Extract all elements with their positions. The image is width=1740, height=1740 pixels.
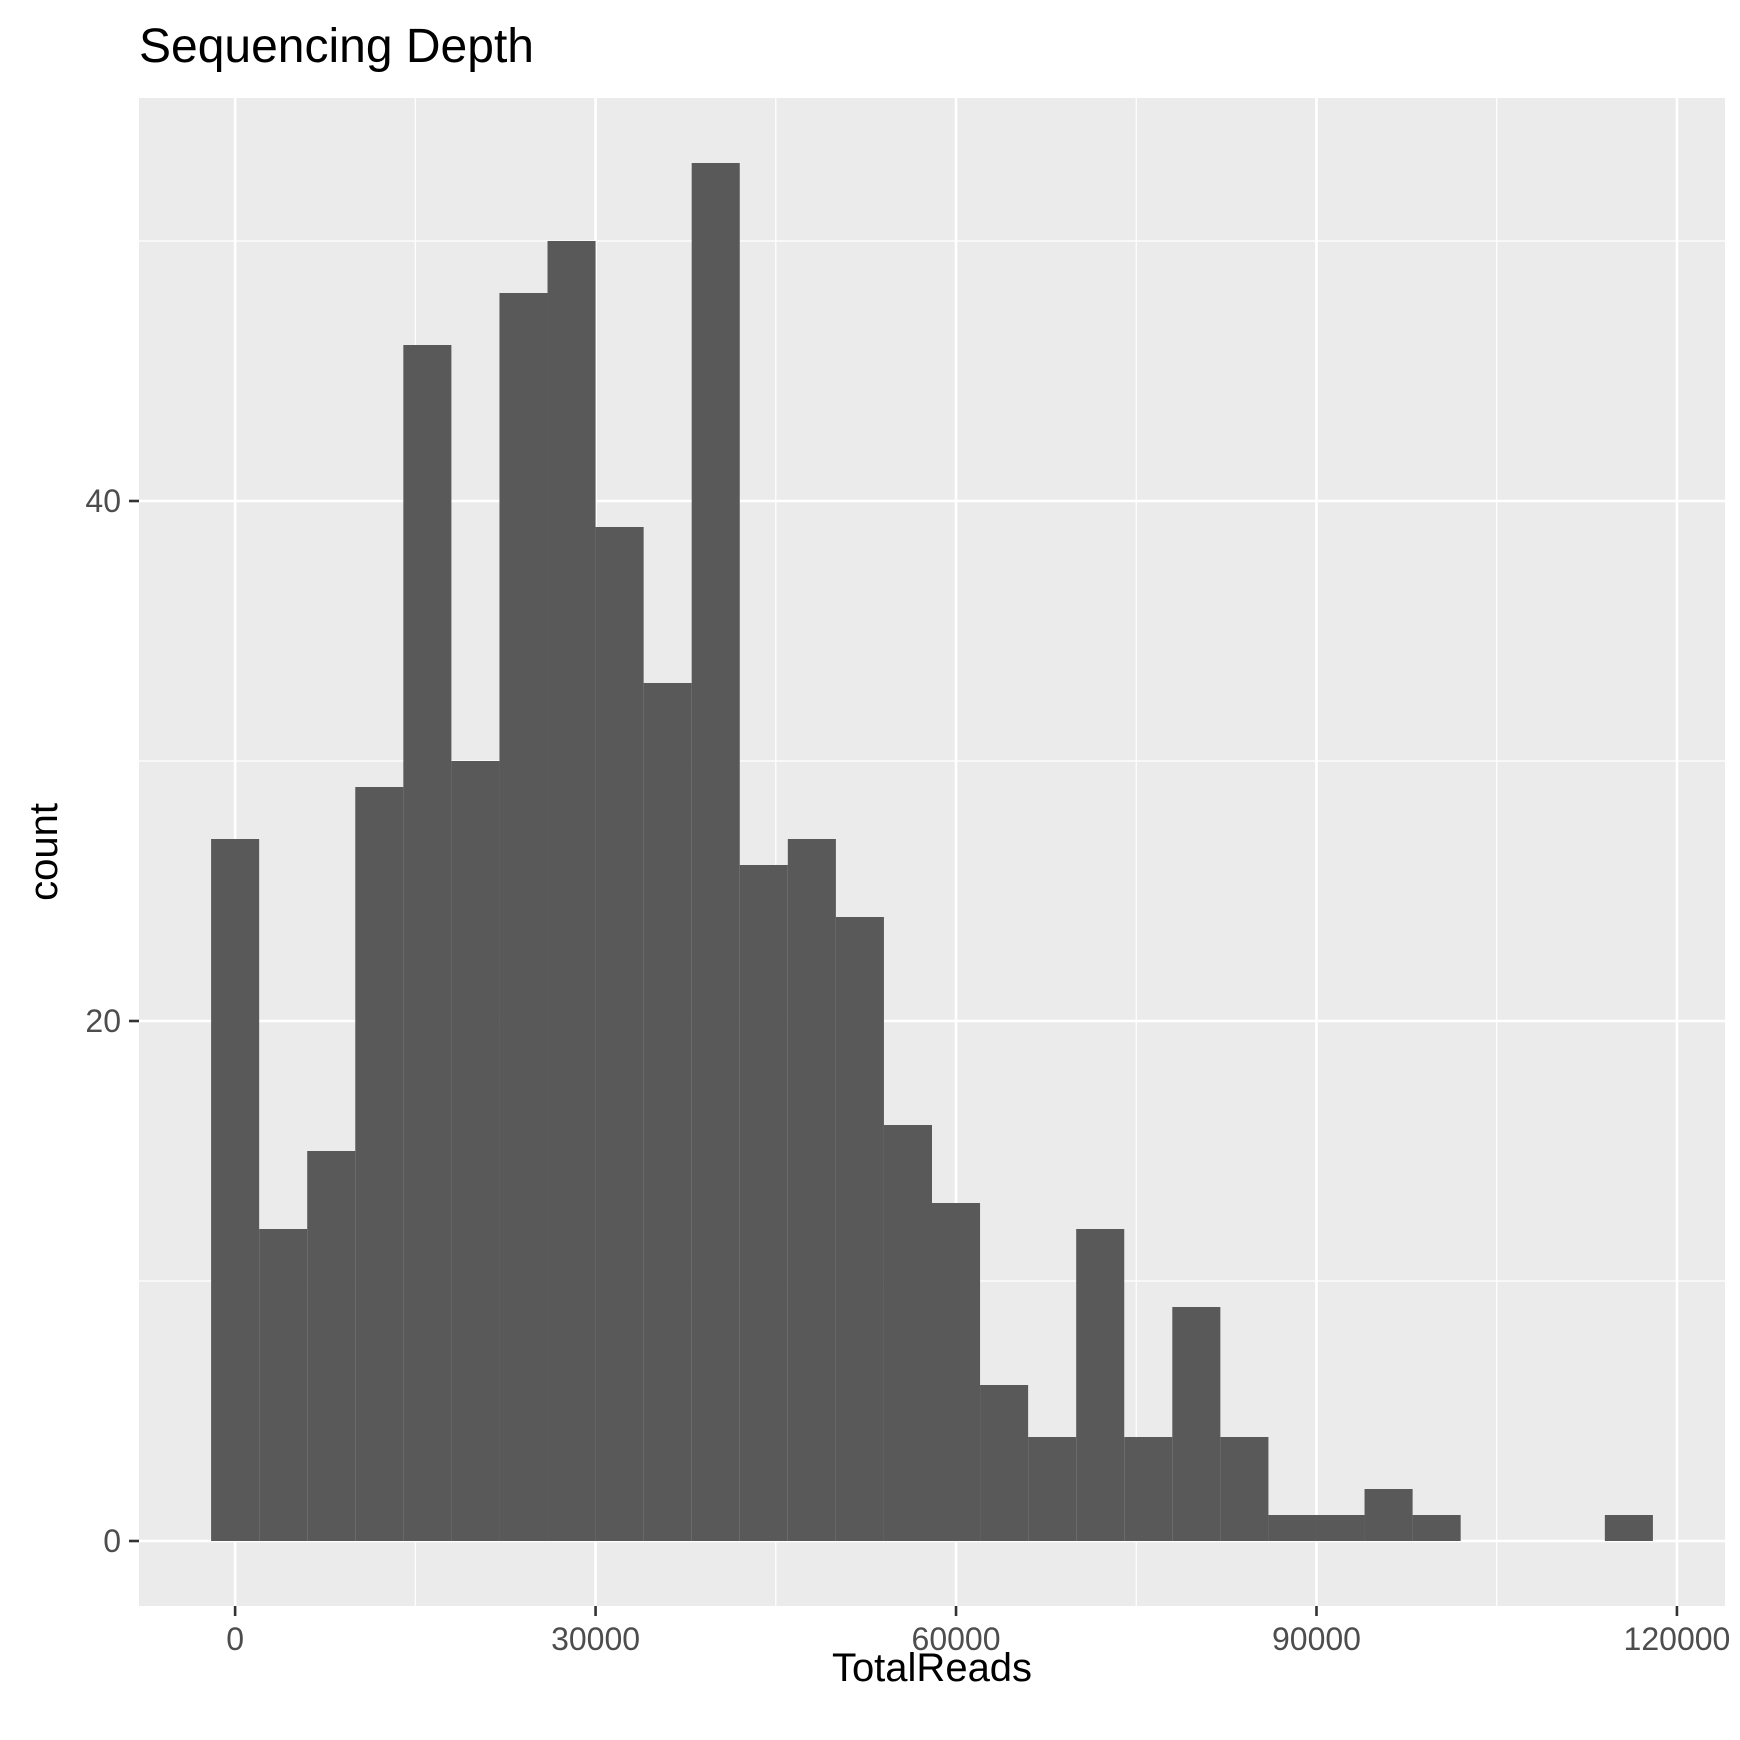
histogram-bar bbox=[355, 787, 404, 1541]
y-axis: 0 20 40 bbox=[85, 483, 139, 1559]
histogram-bar bbox=[1268, 1515, 1317, 1541]
x-axis-title: TotalReads bbox=[832, 1646, 1032, 1690]
histogram-bar bbox=[211, 839, 260, 1541]
x-tick-label: 120000 bbox=[1624, 1621, 1731, 1657]
histogram-bar bbox=[691, 163, 740, 1541]
histogram-bar bbox=[835, 917, 884, 1541]
x-tick-label: 0 bbox=[226, 1621, 244, 1657]
histogram-bar bbox=[1316, 1515, 1365, 1541]
histogram-bar bbox=[1076, 1229, 1125, 1541]
histogram-bar bbox=[739, 865, 788, 1541]
histogram-bar bbox=[595, 527, 644, 1541]
x-tick-label: 60000 bbox=[912, 1621, 1001, 1657]
histogram-bar bbox=[1172, 1307, 1221, 1541]
histogram-bar bbox=[451, 761, 500, 1541]
histogram-bar bbox=[980, 1385, 1029, 1541]
x-tick-label: 90000 bbox=[1272, 1621, 1361, 1657]
histogram-bar bbox=[1412, 1515, 1461, 1541]
x-tick-label: 30000 bbox=[551, 1621, 640, 1657]
histogram-bar bbox=[547, 241, 596, 1541]
histogram-bar bbox=[883, 1125, 932, 1541]
y-axis-title: count bbox=[22, 803, 66, 901]
y-tick-label: 20 bbox=[85, 1003, 121, 1039]
histogram-bar bbox=[1028, 1437, 1077, 1541]
histogram-bar bbox=[643, 683, 692, 1541]
y-tick-label: 40 bbox=[85, 483, 121, 519]
histogram-bar bbox=[1604, 1515, 1653, 1541]
histogram-bar bbox=[307, 1151, 356, 1541]
histogram-bars bbox=[211, 163, 1653, 1541]
histogram-bar bbox=[403, 345, 452, 1541]
chart-title: Sequencing Depth bbox=[139, 20, 534, 73]
x-axis: 0 30000 60000 90000 120000 bbox=[226, 1606, 1730, 1657]
y-tick-label: 0 bbox=[103, 1523, 121, 1559]
histogram-bar bbox=[1220, 1437, 1269, 1541]
histogram-bar bbox=[787, 839, 836, 1541]
histogram-bar bbox=[1364, 1489, 1413, 1541]
histogram-bar bbox=[1124, 1437, 1173, 1541]
histogram-bar bbox=[499, 293, 548, 1541]
histogram-bar bbox=[932, 1203, 981, 1541]
histogram-bar bbox=[259, 1229, 308, 1541]
